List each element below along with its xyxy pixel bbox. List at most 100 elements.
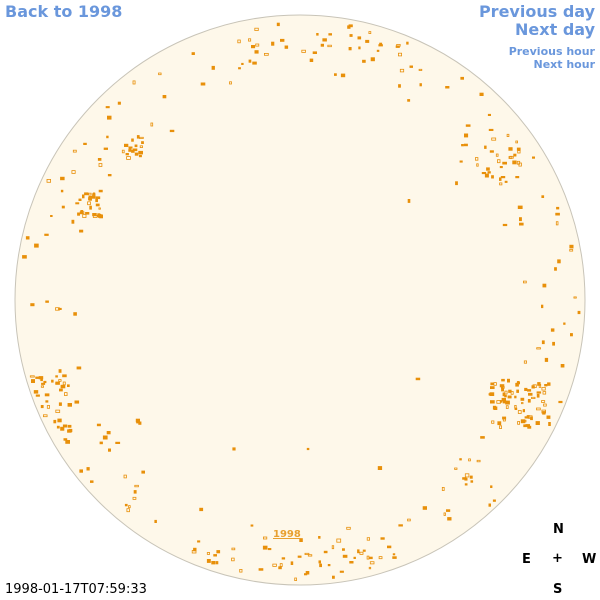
magnetic-feature <box>237 39 241 44</box>
magnetic-feature <box>103 147 108 150</box>
magnetic-feature <box>191 52 195 55</box>
magnetic-feature <box>141 470 146 474</box>
magnetic-feature <box>99 441 103 445</box>
magnetic-feature <box>306 447 310 451</box>
magnetic-feature <box>82 213 87 218</box>
magnetic-feature <box>61 205 65 209</box>
magnetic-feature <box>542 283 547 288</box>
magnetic-feature <box>328 33 332 36</box>
magnetic-feature <box>501 388 504 392</box>
magnetic-feature <box>399 68 405 73</box>
magnetic-feature <box>491 137 497 141</box>
observation-timestamp: 1998-01-17T07:59:33 <box>5 582 147 597</box>
magnetic-feature <box>464 483 468 486</box>
magnetic-feature <box>504 390 508 395</box>
magnetic-feature <box>40 377 43 382</box>
magnetic-feature <box>73 312 77 316</box>
magnetic-feature <box>513 153 517 157</box>
magnetic-feature <box>514 404 517 409</box>
magnetic-feature <box>309 58 314 62</box>
magnetic-feature <box>443 512 446 516</box>
magnetic-feature <box>211 65 215 70</box>
magnetic-feature <box>349 34 353 37</box>
magnetic-feature <box>90 480 94 483</box>
compass-south: S <box>553 582 563 597</box>
magnetic-feature <box>320 43 325 47</box>
magnetic-feature <box>60 384 66 389</box>
magnetic-feature <box>276 22 280 27</box>
magnetic-feature <box>546 415 551 419</box>
next-day-link[interactable]: Next day <box>515 20 595 39</box>
magnetic-feature <box>150 122 154 127</box>
magnetic-feature <box>82 194 85 199</box>
magnetic-feature <box>55 409 61 413</box>
magnetic-feature <box>487 171 491 174</box>
magnetic-feature <box>60 189 64 193</box>
magnetic-feature <box>480 436 485 439</box>
magnetic-feature <box>527 389 532 392</box>
magnetic-feature <box>499 182 503 186</box>
year-link[interactable]: 1998 <box>273 529 301 540</box>
magnetic-feature <box>341 548 345 551</box>
magnetic-feature <box>46 405 50 409</box>
magnetic-feature <box>318 536 321 539</box>
magnetic-feature <box>504 180 508 183</box>
magnetic-feature <box>58 402 62 406</box>
magnetic-feature <box>64 392 68 397</box>
magnetic-feature <box>77 212 80 216</box>
magnetic-feature <box>60 176 65 181</box>
magnetic-feature <box>312 51 318 54</box>
magnetic-feature <box>278 566 282 570</box>
magnetic-feature <box>57 418 62 423</box>
magnetic-feature <box>357 549 360 554</box>
previous-hour-link[interactable]: Previous hour <box>508 45 595 58</box>
magnetic-feature <box>331 545 335 550</box>
magnetic-feature <box>516 389 520 393</box>
compass-east: E <box>522 552 531 567</box>
magnetic-feature <box>105 106 110 109</box>
magnetic-feature <box>98 213 102 218</box>
magnetic-feature <box>67 402 72 407</box>
magnetic-feature <box>30 303 35 307</box>
previous-day-link[interactable]: Previous day <box>478 2 595 21</box>
magnetic-feature <box>252 61 257 65</box>
magnetic-feature <box>459 458 462 461</box>
magnetic-feature <box>441 486 445 491</box>
magnetic-feature <box>492 499 496 502</box>
magnetic-feature <box>55 375 58 378</box>
magnetic-feature <box>281 557 286 560</box>
magnetic-feature <box>521 402 524 405</box>
magnetic-feature <box>316 33 319 36</box>
magnetic-feature <box>523 424 528 428</box>
magnetic-feature <box>248 38 252 42</box>
magnetic-feature <box>75 202 80 205</box>
magnetic-feature <box>366 537 371 541</box>
magnetic-feature <box>239 569 243 573</box>
magnetic-feature <box>520 419 526 424</box>
magnetic-feature <box>134 152 139 156</box>
magnetic-feature <box>507 395 512 399</box>
magnetic-feature <box>455 181 458 186</box>
magnetic-feature <box>409 65 413 68</box>
magnetic-feature <box>380 537 385 540</box>
magnetic-feature <box>541 340 545 345</box>
magnetic-feature <box>536 391 542 394</box>
back-to-year-link[interactable]: Back to 1998 <box>5 2 123 21</box>
magnetic-feature <box>138 154 142 158</box>
magnetic-feature <box>407 99 411 102</box>
magnetic-feature <box>556 206 560 210</box>
compass-west: W <box>582 552 597 567</box>
magnetic-feature <box>418 68 423 71</box>
magnetic-feature <box>133 490 137 494</box>
magnetic-feature <box>508 156 513 159</box>
magnetic-feature <box>254 27 259 31</box>
magnetic-feature <box>573 296 577 299</box>
magnetic-feature <box>46 178 51 183</box>
magnetic-feature <box>532 156 536 159</box>
solar-disk <box>14 14 586 586</box>
magnetic-feature <box>86 467 90 471</box>
magnetic-feature <box>490 485 493 488</box>
next-hour-link[interactable]: Next hour <box>533 58 596 71</box>
magnetic-feature <box>484 145 487 149</box>
